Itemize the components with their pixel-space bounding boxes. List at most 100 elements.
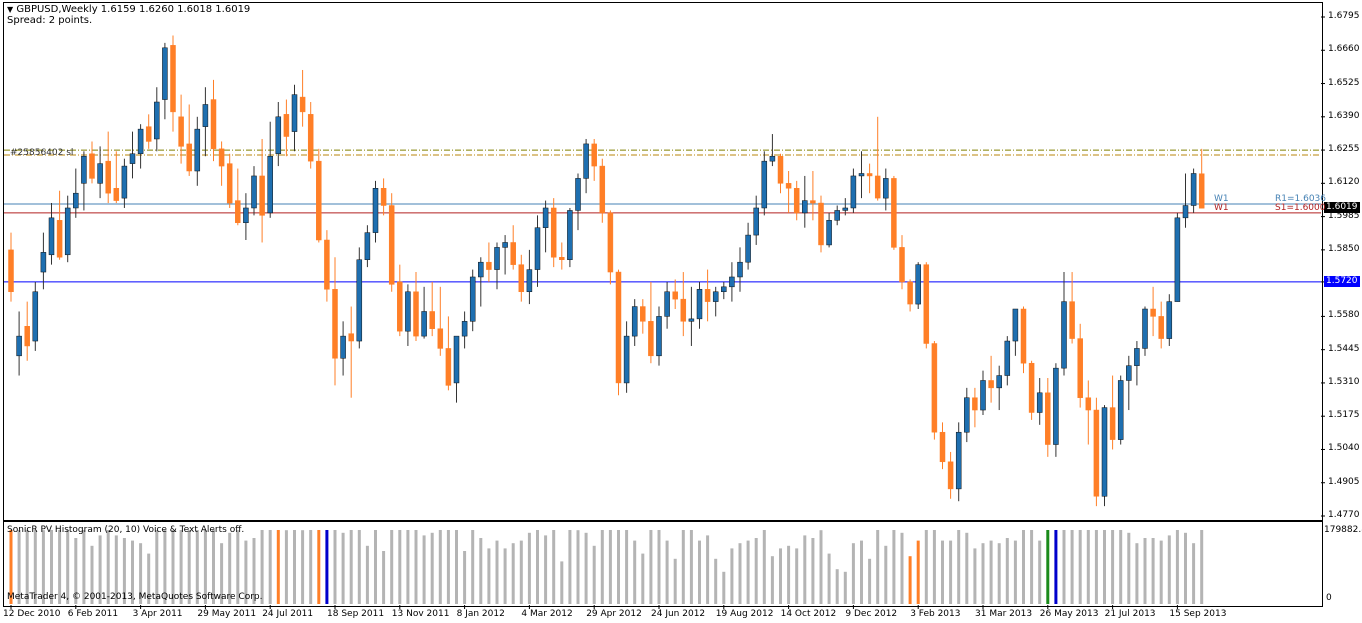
volume-bar: [1175, 530, 1179, 604]
volume-bar: [1167, 535, 1171, 604]
volume-bar: [333, 530, 337, 604]
volume-bar: [527, 532, 531, 604]
candle-body: [267, 155, 273, 214]
volume-bar: [9, 530, 13, 604]
candle-body: [907, 281, 913, 305]
candle-body: [194, 128, 201, 172]
candle-body: [32, 291, 39, 342]
volume-bar: [730, 548, 734, 604]
price-tick-label: 1.6120: [1328, 177, 1360, 188]
volume-bar: [74, 538, 78, 604]
volume-bar: [212, 530, 215, 604]
volume-bar: [236, 530, 240, 604]
symbol-info: GBPUSD,Weekly 1.6159 1.6260 1.6018 1.601…: [16, 4, 251, 15]
dropdown-triangle-icon[interactable]: ▼: [7, 5, 14, 14]
time-tick-label: 6 Feb 2011: [67, 609, 119, 619]
candle-body: [316, 160, 322, 241]
volume-bar: [568, 530, 572, 604]
candle-body: [129, 153, 136, 164]
time-tick-label: 8 Jan 2012: [456, 609, 505, 619]
volume-bar: [203, 530, 207, 604]
volume-bar: [438, 530, 442, 604]
candle-body: [802, 200, 808, 214]
candle-body: [1101, 407, 1108, 497]
volume-bar: [463, 551, 467, 604]
volume-bar: [171, 530, 175, 604]
time-tick-label: 19 Aug 2012: [715, 609, 774, 619]
candle-body: [672, 291, 678, 300]
volume-bar: [25, 530, 29, 604]
candle-body: [259, 175, 265, 216]
hline-price-tag: 1.5720: [1324, 275, 1360, 287]
volume-bar: [884, 545, 888, 604]
volume-bar: [252, 538, 256, 604]
candle-body: [631, 306, 638, 337]
time-tick-label: 3 Feb 2013: [910, 609, 961, 619]
time-tick-label: 4 Mar 2012: [521, 609, 573, 619]
candle-body: [1134, 348, 1140, 366]
candle-body: [235, 200, 241, 224]
volume-bar: [284, 530, 288, 604]
time-tick-label: 15 Sep 2013: [1169, 609, 1227, 619]
candle-body: [534, 227, 541, 270]
candle-body: [688, 318, 695, 322]
volume-bar: [487, 548, 491, 604]
volume-bar: [244, 540, 248, 604]
price-tick-label: 1.4905: [1328, 476, 1360, 487]
candle-body: [494, 247, 500, 270]
candle-body: [737, 261, 743, 278]
volume-bar: [511, 543, 515, 604]
time-tick-label: 3 Apr 2011: [132, 609, 183, 619]
candle-body: [996, 375, 1002, 389]
price-tick-label: 1.4770: [1328, 510, 1360, 520]
price-tick-label: 1.5985: [1328, 210, 1360, 221]
candle-body: [226, 163, 233, 204]
time-tick-label: 29 May 2011: [197, 609, 257, 619]
candle-body: [1182, 205, 1189, 219]
candle-body: [1126, 365, 1132, 381]
candle-body: [186, 143, 192, 172]
pivot-s1-label: S1=1.6000: [1275, 203, 1326, 213]
volume-bar: [657, 530, 661, 604]
candle-body: [332, 289, 338, 359]
volume-bar: [479, 538, 483, 604]
candle-body: [866, 173, 873, 177]
volume-bar: [58, 530, 62, 604]
candle-body: [753, 207, 759, 236]
price-tick-label: 1.6525: [1328, 77, 1360, 88]
volume-bar: [932, 530, 936, 604]
price-tick-label: 1.5175: [1328, 410, 1360, 421]
candle-body: [97, 163, 103, 184]
current-price-tag: 1.6019: [1324, 202, 1360, 214]
candle-body: [623, 335, 630, 384]
volume-bar: [608, 530, 612, 604]
candle-body: [761, 160, 768, 209]
volume-bar: [98, 535, 102, 604]
candle-body: [210, 99, 217, 150]
candle-body: [324, 239, 330, 290]
volume-bar: [584, 532, 588, 604]
volume-bar: [390, 530, 394, 604]
time-tick-label: 13 Nov 2011: [391, 609, 450, 619]
candle-body: [478, 261, 484, 278]
volume-bar: [495, 540, 499, 604]
candle-body: [745, 234, 751, 263]
candle-body: [583, 143, 589, 179]
volume-bar: [268, 530, 272, 604]
candle-body: [607, 212, 614, 273]
volume-bar: [843, 571, 847, 604]
volume-bar: [163, 530, 167, 604]
copyright-text: MetaTrader 4, © 2001-2013, MetaQuotes So…: [7, 592, 263, 602]
volume-bar: [1038, 540, 1042, 604]
volume-bar: [957, 530, 961, 604]
indicator-title: SonicR PV Histogram (20, 10) Voice & Tex…: [7, 525, 245, 535]
candle-body: [559, 257, 565, 260]
candle-body: [972, 397, 978, 411]
volume-bar: [276, 530, 280, 604]
volume-bar: [706, 535, 710, 604]
candle-body: [858, 173, 865, 177]
price-tick-label: 1.5580: [1328, 310, 1360, 321]
volume-bar: [1054, 530, 1058, 604]
price-tick-label: 1.5850: [1328, 243, 1360, 254]
candle-body: [105, 160, 111, 194]
